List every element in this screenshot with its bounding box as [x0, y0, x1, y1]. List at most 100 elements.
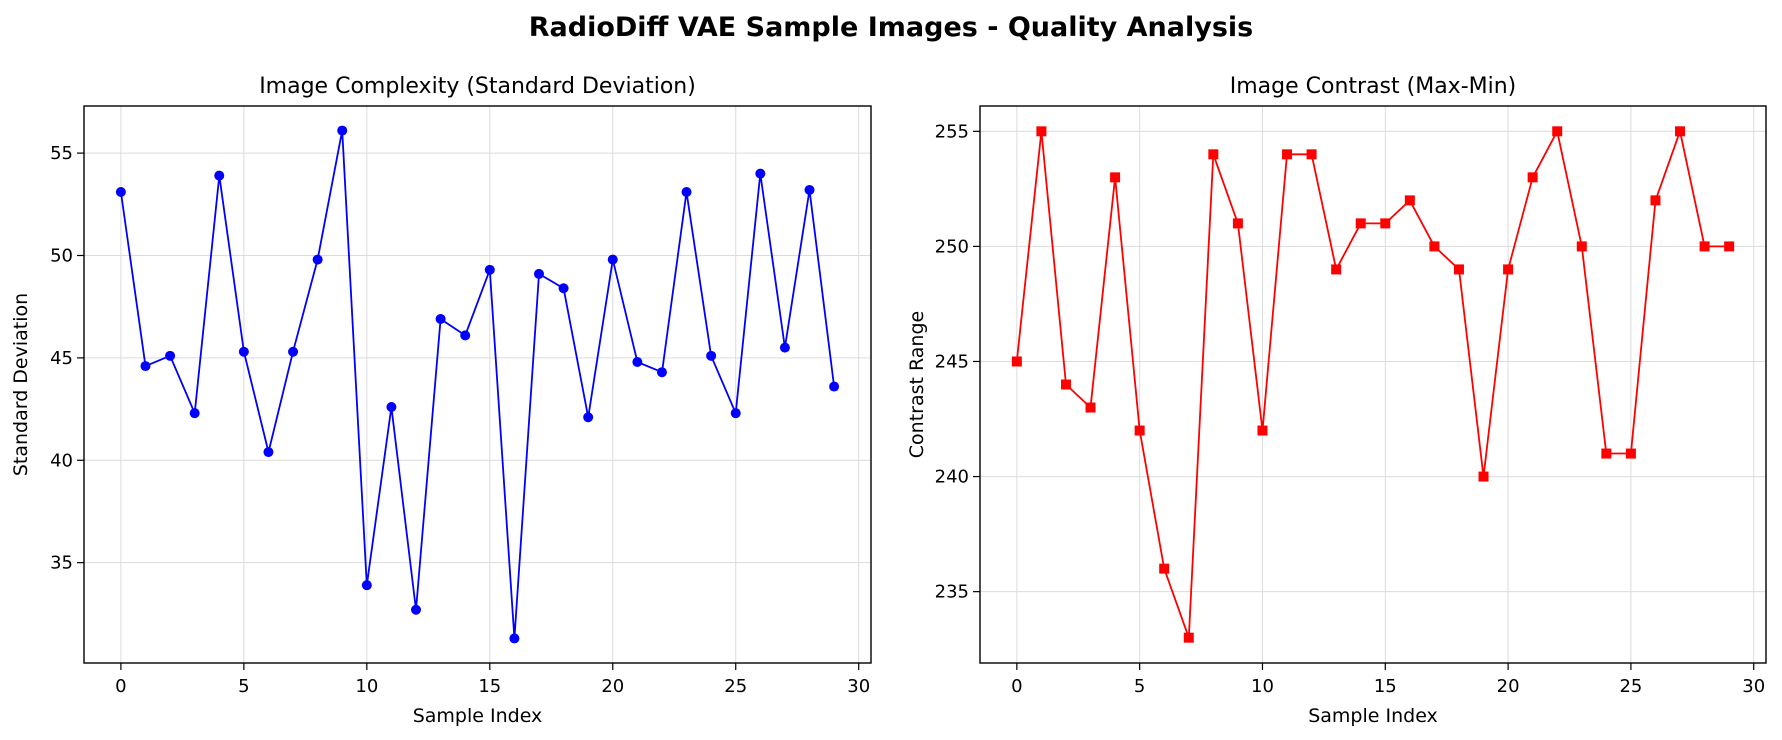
contrast-title: Image Contrast (Max-Min): [1230, 74, 1517, 99]
contrast-point: [1208, 149, 1219, 160]
complexity-series-line: [120, 129, 835, 640]
x-tick-label: 15: [478, 676, 501, 697]
complexity-y-axis-label: Standard Deviation: [10, 293, 32, 476]
complexity-point: [656, 367, 667, 378]
complexity-point: [583, 412, 594, 423]
complexity-point: [361, 580, 372, 591]
y-tick-label: 235: [935, 582, 969, 603]
y-tick-label: 50: [50, 245, 73, 266]
contrast-point: [1060, 379, 1071, 390]
complexity-title: Image Complexity (Standard Deviation): [259, 74, 696, 99]
contrast-point: [1011, 356, 1022, 367]
x-tick-label: 25: [724, 676, 747, 697]
contrast-panel: 0 5 10 15 20 25 30 235 240 245 250 255 Image Contra…: [906, 74, 1767, 727]
x-tick-label: 20: [1497, 676, 1520, 697]
complexity-point: [337, 125, 348, 136]
x-tick-label: 5: [1134, 676, 1145, 697]
contrast-point: [1503, 264, 1514, 275]
complexity-grid: [84, 106, 871, 663]
complexity-x-axis-label: Sample Index: [413, 705, 543, 727]
contrast-point: [1306, 149, 1317, 160]
complexity-point: [607, 254, 618, 265]
complexity-point: [509, 633, 520, 644]
y-tick-label: 250: [935, 236, 969, 257]
complexity-ticks: 0 5 10 15 20 25 30 35 40 45 50 55: [50, 143, 870, 697]
x-tick-label: 20: [601, 676, 624, 697]
contrast-point: [1527, 172, 1538, 183]
complexity-point: [140, 361, 151, 372]
y-tick-label: 40: [50, 450, 73, 471]
complexity-point: [165, 350, 176, 361]
contrast-point: [1159, 563, 1170, 574]
x-tick-label: 5: [238, 676, 249, 697]
contrast-point: [1085, 402, 1096, 413]
complexity-point: [755, 168, 766, 179]
figure-suptitle: RadioDiff VAE Sample Images - Quality An…: [529, 12, 1254, 43]
contrast-series: [1011, 126, 1735, 643]
complexity-point: [484, 264, 495, 275]
contrast-point: [1380, 218, 1391, 229]
y-tick-label: 55: [50, 143, 73, 164]
complexity-series: [115, 125, 840, 644]
contrast-axes-frame: [979, 105, 1767, 664]
x-tick-label: 30: [1742, 676, 1765, 697]
complexity-point: [706, 350, 717, 361]
contrast-ticks: 0 5 10 15 20 25 30 235 240 245 250 255: [935, 121, 1766, 697]
complexity-point: [779, 342, 790, 353]
complexity-point: [411, 604, 422, 615]
y-tick-label: 240: [935, 467, 969, 488]
x-tick-label: 0: [115, 676, 126, 697]
complexity-point: [312, 254, 323, 265]
contrast-point: [1675, 126, 1686, 137]
contrast-point: [1355, 218, 1366, 229]
contrast-x-axis-label: Sample Index: [1308, 705, 1438, 727]
x-tick-label: 10: [355, 676, 378, 697]
contrast-point: [1453, 264, 1464, 275]
contrast-y-axis-label: Contrast Range: [906, 311, 928, 458]
contrast-point: [1576, 241, 1587, 252]
y-tick-label: 45: [50, 348, 73, 369]
x-tick-label: 30: [847, 676, 870, 697]
y-tick-label: 255: [935, 121, 969, 142]
contrast-point: [1282, 149, 1293, 160]
complexity-point: [263, 447, 274, 458]
contrast-point: [1552, 126, 1563, 137]
contrast-point: [1601, 448, 1612, 459]
contrast-point: [1625, 448, 1636, 459]
x-tick-label: 25: [1619, 676, 1642, 697]
x-tick-label: 10: [1251, 676, 1274, 697]
complexity-point: [730, 408, 741, 419]
contrast-point: [1650, 195, 1661, 206]
complexity-point: [189, 408, 200, 419]
x-tick-label: 0: [1011, 676, 1022, 697]
complexity-axes-frame: [83, 105, 872, 664]
contrast-point: [1183, 632, 1194, 643]
complexity-point: [238, 346, 249, 357]
complexity-point: [288, 346, 299, 357]
complexity-point: [829, 381, 840, 392]
contrast-point: [1110, 172, 1121, 183]
complexity-point: [435, 313, 446, 324]
y-tick-label: 245: [935, 351, 969, 372]
contrast-point: [1257, 425, 1268, 436]
complexity-point: [632, 356, 643, 367]
complexity-point: [460, 330, 471, 341]
contrast-point: [1699, 241, 1710, 252]
complexity-point: [214, 170, 225, 181]
y-tick-label: 35: [50, 553, 73, 574]
complexity-point: [558, 283, 569, 294]
complexity-point: [681, 187, 692, 198]
complexity-point: [115, 187, 126, 198]
contrast-point: [1232, 218, 1243, 229]
contrast-point: [1404, 195, 1415, 206]
contrast-point: [1478, 471, 1489, 482]
contrast-grid: [980, 106, 1766, 663]
contrast-point: [1429, 241, 1440, 252]
contrast-point: [1134, 425, 1145, 436]
complexity-panel: 0 5 10 15 20 25 30 35 40 45 50 55 Image Complexity …: [10, 74, 872, 727]
x-tick-label: 15: [1374, 676, 1397, 697]
complexity-point: [386, 402, 397, 413]
complexity-point: [804, 184, 815, 195]
